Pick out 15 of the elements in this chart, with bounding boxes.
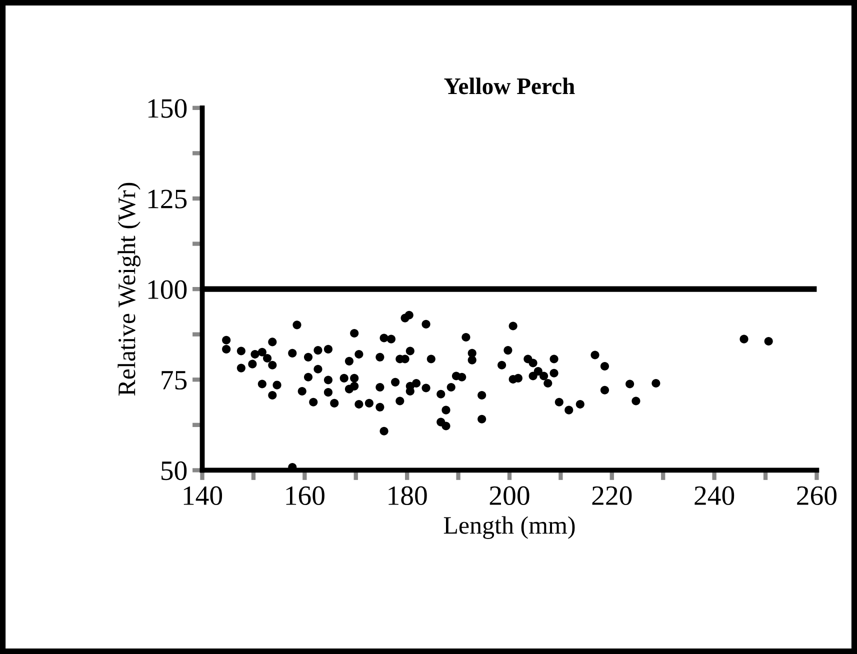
x-tick-label: 240 bbox=[694, 486, 734, 506]
x-tick-label: 220 bbox=[592, 486, 632, 506]
y-tick-label: 50 bbox=[162, 461, 187, 480]
x-tick-label: 200 bbox=[490, 486, 530, 506]
x-tick-label: 140 bbox=[184, 486, 222, 506]
y-tick-label: 100 bbox=[148, 280, 187, 299]
x-axis-title: Length (mm) bbox=[444, 516, 575, 539]
chart-title: Yellow Perch bbox=[444, 78, 575, 94]
y-axis-title: Relative Weight (Wr) bbox=[118, 182, 140, 396]
x-tick-label: 180 bbox=[388, 486, 427, 506]
x-tick-label: 260 bbox=[797, 486, 836, 506]
y-tick-label: 125 bbox=[148, 190, 187, 208]
y-tick-label: 150 bbox=[148, 99, 187, 118]
y-tick-label: 75 bbox=[162, 371, 187, 390]
x-tick-label: 160 bbox=[286, 486, 324, 506]
